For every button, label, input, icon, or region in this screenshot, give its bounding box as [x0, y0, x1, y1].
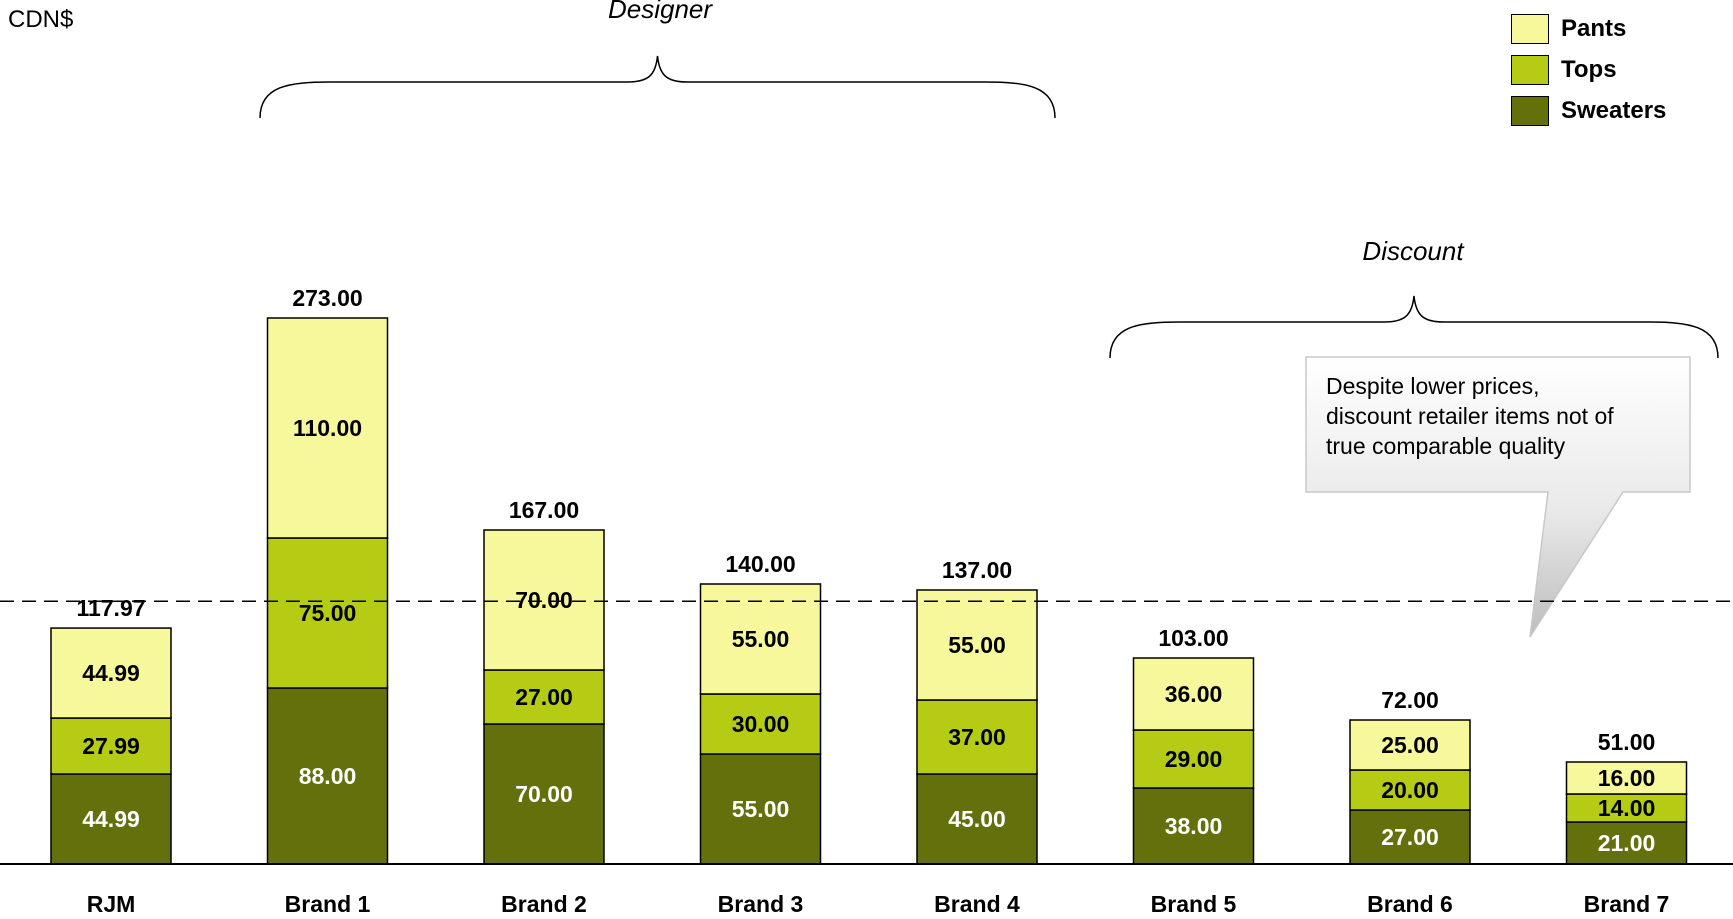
legend-item-tops: Tops: [1511, 49, 1666, 90]
bar-tops-brand-5: [1132, 729, 1255, 789]
bar-pants-brand-2: [483, 529, 605, 671]
total-label-rjm: 117.97: [76, 595, 145, 621]
total-label-brand-5: 103.00: [1158, 625, 1228, 651]
bar-tops-brand-3: [699, 693, 822, 755]
designer-group-label: Designer: [607, 0, 713, 24]
bar-tops-brand-4: [916, 699, 1038, 775]
total-label-brand-6: 72.00: [1381, 687, 1439, 713]
x-tick-label-brand-2: Brand 2: [501, 891, 587, 917]
value-label-tops-brand-4: 37.00: [948, 724, 1006, 750]
value-label-pants-brand-5: 36.00: [1165, 681, 1223, 707]
legend-swatch-pants: [1511, 13, 1549, 44]
bar-pants-brand-4: [916, 589, 1038, 701]
total-label-brand-3: 140.00: [725, 551, 795, 577]
value-label-sweaters-rjm: 44.99: [82, 806, 140, 832]
bar-sweaters-brand-5: [1132, 787, 1255, 865]
x-tick-label-rjm: RJM: [87, 891, 136, 917]
bar-pants-brand-5: [1132, 657, 1255, 731]
value-label-pants-brand-7: 16.00: [1598, 765, 1656, 791]
legend-swatch-tops: [1511, 54, 1549, 85]
bar-tops-rjm: [50, 717, 172, 775]
value-label-tops-brand-7: 14.00: [1598, 795, 1656, 821]
x-tick-label-brand-5: Brand 5: [1151, 891, 1237, 917]
bar-sweaters-brand-2: [483, 723, 605, 865]
legend-label-sweaters: Sweaters: [1561, 96, 1667, 124]
x-tick-label-brand-1: Brand 1: [285, 891, 371, 917]
bar-pants-brand-6: [1349, 719, 1471, 771]
discount-group-label: Discount: [1362, 236, 1464, 266]
bar-tops-brand-1: [266, 537, 389, 689]
value-label-tops-brand-2: 27.00: [515, 684, 573, 710]
bar-pants-brand-3: [699, 583, 822, 695]
value-label-pants-brand-3: 55.00: [732, 626, 790, 652]
callout-text: Despite lower prices, discount retailer …: [1326, 373, 1614, 459]
total-label-brand-7: 51.00: [1598, 729, 1656, 755]
discount-bracket: [1109, 295, 1719, 359]
value-label-sweaters-brand-6: 27.00: [1381, 824, 1439, 850]
value-label-tops-brand-5: 29.00: [1165, 746, 1223, 772]
unit-label: CDN$: [8, 6, 74, 33]
value-label-sweaters-brand-3: 55.00: [732, 796, 790, 822]
callout-bubble: [1305, 356, 1691, 638]
value-label-tops-rjm: 27.99: [82, 733, 140, 759]
callout-shape: [1305, 356, 1691, 638]
x-tick-label-brand-4: Brand 4: [934, 891, 1020, 917]
total-label-brand-2: 167.00: [509, 497, 579, 523]
x-tick-label-brand-6: Brand 6: [1367, 891, 1453, 917]
legend-item-sweaters: Sweaters: [1511, 90, 1666, 131]
value-label-tops-brand-1: 75.00: [299, 600, 357, 626]
value-label-pants-brand-6: 25.00: [1381, 732, 1439, 758]
value-label-tops-brand-3: 30.00: [732, 711, 790, 737]
bar-tops-brand-6: [1349, 769, 1471, 811]
designer-bracket: [259, 55, 1056, 119]
bar-sweaters-brand-3: [699, 753, 822, 865]
bar-pants-rjm: [50, 627, 172, 719]
value-label-sweaters-brand-7: 21.00: [1598, 830, 1656, 856]
value-label-pants-rjm: 44.99: [82, 660, 140, 686]
value-label-sweaters-brand-4: 45.00: [948, 806, 1006, 832]
value-label-pants-brand-4: 55.00: [948, 632, 1006, 658]
x-tick-label-brand-3: Brand 3: [718, 891, 804, 917]
value-label-tops-brand-6: 20.00: [1381, 777, 1439, 803]
value-label-sweaters-brand-1: 88.00: [299, 763, 357, 789]
value-label-pants-brand-2: 70.00: [515, 587, 573, 613]
value-label-sweaters-brand-2: 70.00: [515, 781, 573, 807]
legend-label-tops: Tops: [1561, 55, 1617, 83]
bar-pants-brand-7: [1565, 761, 1688, 795]
legend-item-pants: Pants: [1511, 8, 1666, 49]
x-tick-label-brand-7: Brand 7: [1584, 891, 1670, 917]
total-label-brand-4: 137.00: [942, 557, 1012, 583]
legend: Pants Tops Sweaters: [1511, 8, 1666, 131]
value-label-pants-brand-1: 110.00: [293, 415, 362, 441]
legend-swatch-sweaters: [1511, 95, 1549, 126]
bar-sweaters-brand-1: [266, 687, 389, 865]
bar-tops-brand-7: [1565, 793, 1688, 823]
bar-tops-brand-2: [483, 669, 605, 725]
bar-pants-brand-1: [266, 317, 389, 539]
total-label-brand-1: 273.00: [292, 285, 362, 311]
value-label-sweaters-brand-5: 38.00: [1165, 813, 1223, 839]
legend-label-pants: Pants: [1561, 14, 1627, 42]
